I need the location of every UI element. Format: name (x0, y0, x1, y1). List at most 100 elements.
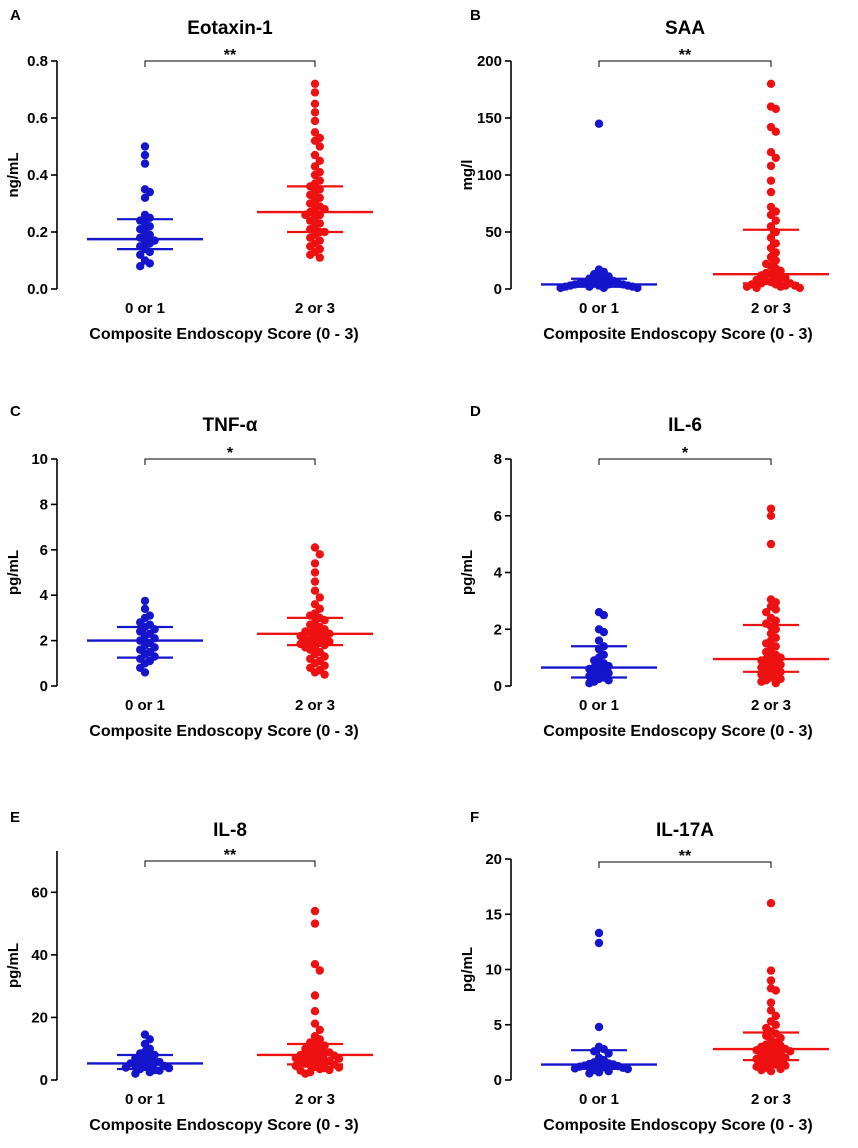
data-point (310, 79, 320, 89)
data-point (310, 586, 320, 595)
data-point (633, 283, 642, 293)
significance-label: ** (224, 47, 237, 64)
y-tick-label: 0 (40, 678, 48, 695)
data-point (766, 148, 776, 157)
data-point (771, 1011, 780, 1021)
data-point (766, 539, 776, 549)
significance-label: ** (679, 47, 692, 64)
data-point (599, 610, 608, 620)
x-category-label: 0 or 1 (125, 300, 165, 317)
data-point (604, 1049, 613, 1058)
chart-title: IL-6 (668, 415, 702, 436)
y-tick-label: 0.8 (27, 53, 48, 70)
data-point (310, 568, 320, 577)
data-point (306, 620, 315, 629)
significance-label: * (227, 445, 234, 462)
data-point (306, 190, 315, 200)
y-tick-label: 2 (40, 633, 48, 650)
data-point (771, 256, 780, 265)
x-category-label: 2 or 3 (751, 300, 791, 317)
x-axis-label: Composite Endoscopy Score (0 - 3) (89, 1117, 358, 1134)
panel-letter: B (470, 7, 481, 24)
data-point (594, 1022, 604, 1032)
data-point (771, 153, 780, 163)
x-category-label: 2 or 3 (295, 300, 335, 317)
data-point (140, 604, 150, 613)
y-tick-label: 20 (485, 851, 502, 868)
data-point (556, 283, 565, 293)
x-axis-label: Composite Endoscopy Score (0 - 3) (543, 326, 812, 343)
y-tick-label: 4 (494, 565, 503, 582)
y-tick-label: 4 (40, 587, 49, 604)
data-point (766, 1067, 776, 1076)
x-category-label: 2 or 3 (751, 697, 791, 714)
panel-c: C TNF-α 0 2 4 6 8 10 pg/mL 0 or 1 2 or 3 Composite … (5, 403, 373, 740)
y-tick-label: 50 (485, 224, 502, 241)
x-axis-label: Composite Endoscopy Score (0 - 3) (543, 1117, 812, 1134)
x-category-label: 2 or 3 (751, 1091, 791, 1108)
significance-bracket (144, 458, 316, 465)
data-point (599, 627, 608, 637)
data-point (766, 187, 776, 197)
significance-label: * (682, 445, 689, 462)
chart-title: Eotaxin-1 (187, 18, 273, 39)
data-point (594, 938, 604, 948)
data-point (310, 668, 320, 677)
y-tick-label: 6 (494, 508, 502, 525)
significance-bracket (144, 60, 316, 67)
data-point (306, 216, 315, 225)
data-point (301, 1069, 310, 1078)
data-point (742, 282, 752, 291)
data-point (771, 986, 780, 995)
y-tick-label: 150 (477, 110, 502, 127)
panel-a: A Eotaxin-1 0.0 0.2 0.4 0.6 0.8 ng/mL 0 or 1 2 or… (5, 7, 373, 343)
data-point (140, 596, 150, 606)
data-point (594, 119, 604, 128)
significance-bracket (598, 861, 772, 868)
y-tick-label: 10 (485, 962, 502, 979)
significance-label: ** (679, 848, 692, 865)
data-point (310, 906, 320, 916)
y-tick-label: 15 (485, 906, 502, 923)
data-point (771, 605, 780, 614)
y-tick-label: 0 (494, 1072, 502, 1089)
data-point (776, 1064, 785, 1074)
x-category-label: 0 or 1 (579, 300, 619, 317)
data-point (766, 222, 776, 231)
data-point (771, 1020, 780, 1029)
data-point (306, 233, 315, 242)
y-tick-label: 5 (494, 1017, 502, 1034)
data-point (771, 216, 780, 225)
data-point (306, 199, 315, 208)
data-point (766, 511, 776, 520)
data-point (315, 142, 324, 151)
data-point (757, 663, 766, 672)
data-point (315, 550, 324, 559)
data-point (310, 162, 320, 171)
data-point (315, 593, 324, 602)
y-tick-label: 6 (40, 542, 48, 559)
data-point (766, 210, 776, 220)
data-point (315, 1064, 324, 1074)
data-point (766, 176, 776, 185)
y-axis-label: pg/mL (5, 943, 22, 988)
data-point (310, 116, 320, 126)
data-point (766, 998, 776, 1007)
data-point (310, 99, 320, 109)
panel-letter: E (10, 809, 20, 826)
data-point (795, 283, 804, 293)
data-point (310, 1007, 320, 1016)
y-tick-label: 0.6 (27, 110, 48, 127)
y-tick-label: 0.2 (27, 224, 48, 241)
x-axis-label: Composite Endoscopy Score (0 - 3) (89, 723, 358, 740)
data-point (140, 668, 150, 677)
y-tick-label: 0 (494, 281, 502, 298)
data-point (315, 966, 324, 975)
data-point (140, 142, 150, 151)
data-point (594, 1068, 604, 1077)
data-point (766, 976, 776, 985)
data-point (145, 187, 154, 197)
data-point (310, 136, 320, 145)
data-point (145, 239, 154, 248)
